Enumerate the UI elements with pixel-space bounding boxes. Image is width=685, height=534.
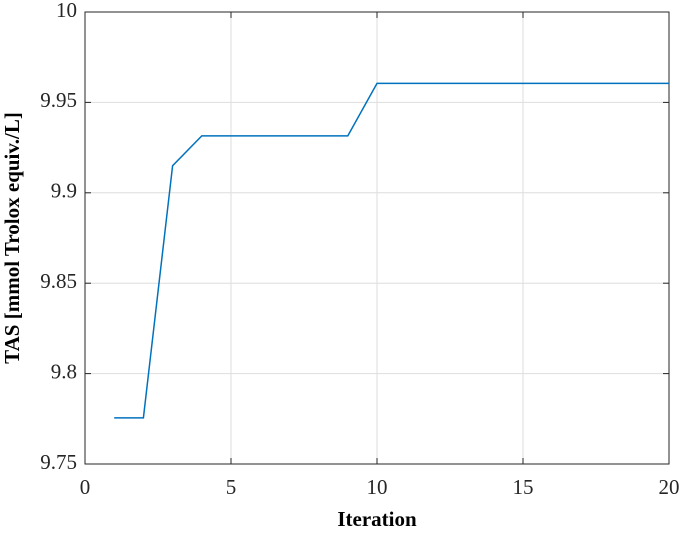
- data-line: [114, 82, 669, 419]
- y-tick-label: 10: [56, 0, 77, 22]
- x-tick-label: 0: [80, 475, 91, 499]
- x-tick-label: 15: [513, 475, 534, 499]
- y-axis-label: TAS [mmol Trolox equiv./L]: [0, 112, 24, 364]
- y-tick-label: 9.8: [51, 359, 77, 383]
- x-tick-label: 20: [659, 475, 680, 499]
- x-tick-label: 10: [367, 475, 388, 499]
- y-tick-label: 9.85: [40, 269, 77, 293]
- y-tick-label: 9.75: [40, 450, 77, 474]
- x-axis-label: Iteration: [337, 507, 417, 531]
- y-tick-label: 9.9: [51, 179, 77, 203]
- plot-frame: [84, 11, 670, 465]
- x-tick-label: 5: [226, 475, 237, 499]
- y-tick-label: 9.95: [40, 88, 77, 112]
